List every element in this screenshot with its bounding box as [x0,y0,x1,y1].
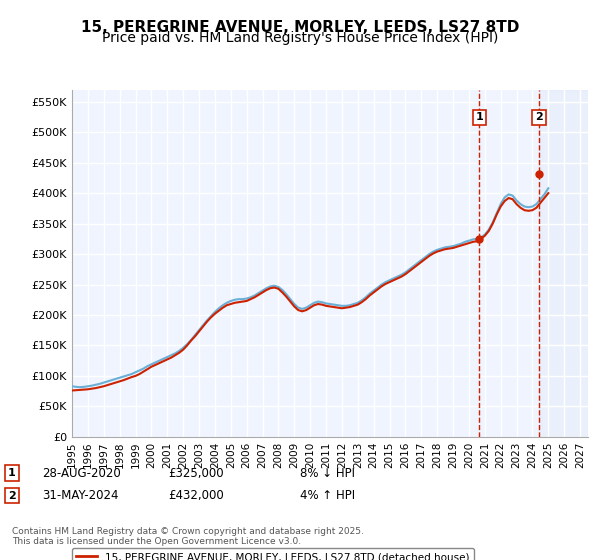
Text: Contains HM Land Registry data © Crown copyright and database right 2025.
This d: Contains HM Land Registry data © Crown c… [12,526,364,546]
Text: £325,000: £325,000 [168,466,224,480]
Text: 31-MAY-2024: 31-MAY-2024 [42,489,119,502]
Bar [539,90,588,437]
Text: 1: 1 [476,113,483,123]
Text: 2: 2 [535,113,543,123]
Text: 8% ↓ HPI: 8% ↓ HPI [300,466,355,480]
Text: £432,000: £432,000 [168,489,224,502]
Text: Price paid vs. HM Land Registry's House Price Index (HPI): Price paid vs. HM Land Registry's House … [102,31,498,45]
Text: 1: 1 [8,468,16,478]
Text: 15, PEREGRINE AVENUE, MORLEY, LEEDS, LS27 8TD: 15, PEREGRINE AVENUE, MORLEY, LEEDS, LS2… [81,20,519,35]
Text: 4% ↑ HPI: 4% ↑ HPI [300,489,355,502]
Text: 2: 2 [8,491,16,501]
Text: 28-AUG-2020: 28-AUG-2020 [42,466,121,480]
Legend: 15, PEREGRINE AVENUE, MORLEY, LEEDS, LS27 8TD (detached house), HPI: Average pri: 15, PEREGRINE AVENUE, MORLEY, LEEDS, LS2… [72,548,474,560]
